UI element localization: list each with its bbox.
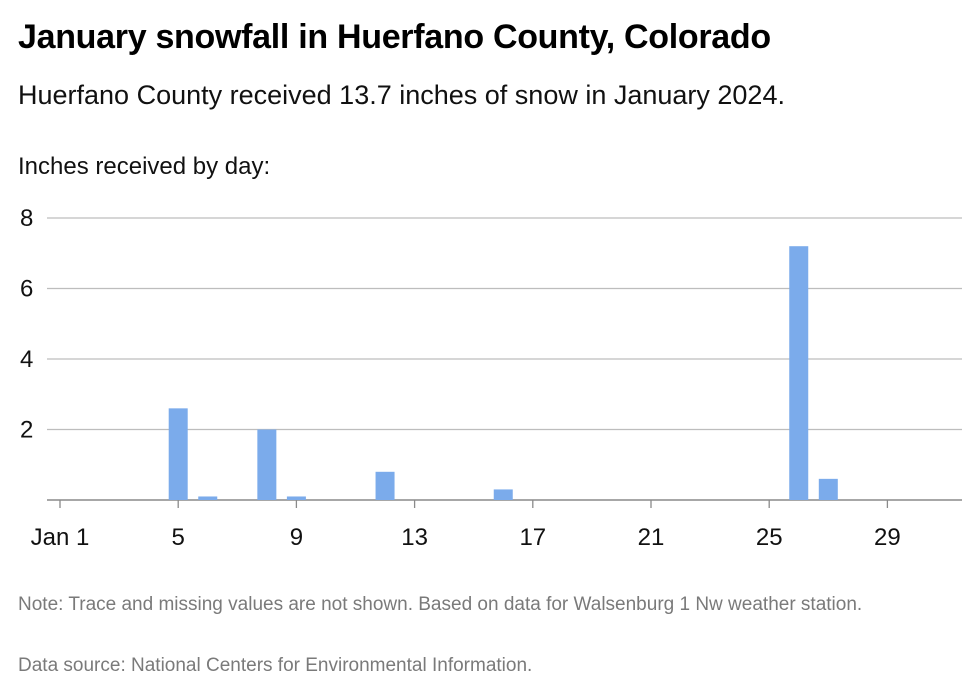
x-tick-label: 29 bbox=[874, 524, 901, 551]
bar-day-9 bbox=[286, 496, 306, 500]
x-tick-label: 17 bbox=[519, 524, 546, 551]
y-axis-label: Inches received by day: bbox=[18, 153, 271, 180]
bar-day-27 bbox=[818, 478, 838, 500]
bar-day-16 bbox=[493, 489, 513, 500]
chart-title: January snowfall in Huerfano County, Col… bbox=[18, 18, 771, 56]
snowfall-bar-chart: 2 4 6 8 Jan 1 5 9 13 17 21 25 29 bbox=[20, 205, 962, 551]
bar-day-8 bbox=[257, 429, 277, 500]
bar-day-26 bbox=[789, 246, 809, 500]
chart-subtitle: Huerfano County received 13.7 inches of … bbox=[18, 80, 785, 110]
x-tick-label: 25 bbox=[756, 524, 783, 551]
bar-day-6 bbox=[198, 496, 218, 500]
x-tick-label: Jan 1 bbox=[31, 524, 90, 551]
x-tick-label: 13 bbox=[401, 524, 428, 551]
y-tick-label: 4 bbox=[20, 346, 33, 373]
data-source: Data source: National Centers for Enviro… bbox=[18, 655, 533, 676]
y-tick-label: 6 bbox=[20, 276, 33, 303]
bar-day-12 bbox=[375, 471, 395, 500]
y-tick-label: 2 bbox=[20, 417, 33, 444]
x-tick-label: 21 bbox=[638, 524, 665, 551]
bar-day-5 bbox=[168, 408, 188, 500]
y-tick-label: 8 bbox=[20, 205, 33, 232]
chart-note: Note: Trace and missing values are not s… bbox=[18, 594, 863, 615]
x-tick-label: 9 bbox=[290, 524, 303, 551]
x-tick-label: 5 bbox=[172, 524, 185, 551]
